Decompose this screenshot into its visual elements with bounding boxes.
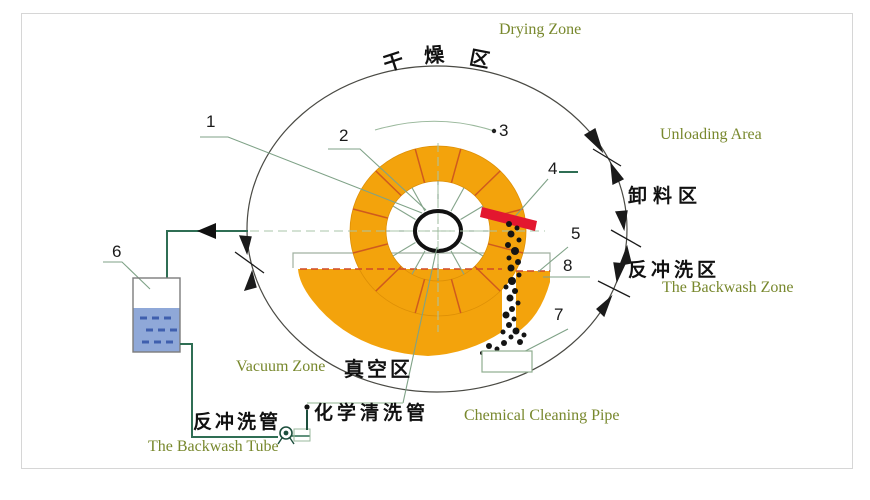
cake-particle — [511, 316, 517, 322]
cake-particle — [486, 343, 492, 349]
part-label-1: 1 — [206, 112, 216, 131]
part-label-8: 8 — [563, 256, 573, 275]
decor-line — [450, 250, 465, 275]
zone-divider-tick — [597, 280, 631, 298]
scraper-blade — [480, 207, 537, 231]
label-drying-zone-cn-2: 燥 — [423, 44, 445, 68]
cake-particle — [516, 237, 522, 243]
pump-icon — [277, 426, 311, 445]
label-backwash-zone-cn: 反冲洗区 — [628, 260, 721, 281]
label-unloading-area-en: Unloading Area — [660, 126, 762, 143]
leader-arc-3 — [374, 120, 495, 132]
cake-particle — [501, 340, 507, 346]
cake-particle — [507, 264, 515, 272]
decor-line — [450, 279, 462, 314]
leader-3-dot — [491, 128, 497, 134]
cake-particle — [505, 242, 511, 248]
decor-line — [392, 242, 416, 257]
filtrate-liquid-dashes — [140, 316, 177, 344]
cake-particle — [516, 272, 522, 278]
cake-particle — [515, 259, 521, 265]
part-label-4: 4 — [548, 159, 558, 178]
label-backwash-tube-en: The Backwash Tube — [148, 438, 279, 455]
decor-line — [352, 208, 388, 219]
label-backwash-tube-cn: 反冲洗管 — [193, 412, 282, 433]
zone-divider-arrow — [615, 210, 628, 232]
label-unloading-area-cn: 卸料区 — [628, 186, 704, 207]
leader-1 — [200, 136, 423, 214]
label-vacuum-zone-en: Vacuum Zone — [236, 358, 326, 375]
filtrate-pipe — [166, 230, 248, 278]
zone-divider-arrow — [583, 128, 604, 154]
leader-6 — [103, 261, 151, 290]
cake-particle — [509, 306, 515, 312]
decor-line — [392, 205, 416, 220]
decor-line — [375, 170, 402, 197]
cake-particle — [511, 247, 519, 255]
decor-line — [375, 265, 402, 292]
cake-particle — [506, 221, 512, 227]
leader-2 — [328, 148, 427, 211]
part-label-7: 7 — [554, 305, 564, 324]
zone-divider-arrow — [610, 161, 625, 186]
cake-particle — [494, 346, 500, 352]
label-drying-zone-en: Drying Zone — [499, 21, 582, 38]
cake-particle — [508, 334, 514, 340]
cake-particle — [506, 294, 514, 302]
cake-particle — [521, 332, 527, 338]
part-label-6: 6 — [112, 242, 122, 261]
cake-particle — [503, 284, 509, 290]
filtrate-container — [132, 277, 181, 353]
decor-line — [450, 187, 465, 212]
cake-particle — [507, 230, 515, 238]
label-backwash-zone-en: The Backwash Zone — [662, 279, 794, 296]
cake-particle — [512, 327, 520, 335]
cake-particles — [480, 221, 527, 355]
zone-divider-arrow — [596, 294, 613, 318]
discharge-box — [481, 350, 533, 373]
zone-divider-tick — [234, 251, 265, 274]
zone-divider-arrow — [613, 262, 626, 284]
decor-line — [414, 148, 426, 183]
zone-divider-arrow — [243, 269, 257, 291]
label-chemical-pipe-cn: 化学清洗管 — [314, 403, 430, 424]
cake-particle — [502, 311, 510, 319]
label-vacuum-zone-cn: 真空区 — [344, 359, 413, 381]
tank-liquid-right — [516, 271, 550, 333]
part-label-2: 2 — [339, 126, 349, 145]
leader-4 — [510, 178, 549, 222]
decor-line — [411, 250, 426, 275]
cake-particle — [515, 300, 521, 306]
zone-dividers — [234, 128, 642, 318]
backwash-tube-pipe — [180, 343, 310, 438]
zone-divider-tick — [610, 229, 642, 248]
leader-5 — [537, 246, 569, 273]
cake-particle — [514, 225, 520, 231]
cake-particle — [508, 277, 516, 285]
cake-particle — [506, 322, 512, 328]
cake-particle — [517, 339, 523, 345]
decor-line — [460, 205, 484, 220]
cake-particle — [500, 329, 506, 335]
decor-line — [460, 242, 484, 257]
decor-line — [414, 279, 426, 314]
decor-line — [474, 170, 501, 197]
flow-arrow-left — [197, 223, 216, 239]
decor-line — [474, 265, 501, 292]
decor-line — [450, 148, 462, 183]
zone-divider-tick — [592, 148, 622, 167]
part-label-3: 3 — [499, 121, 509, 140]
center-drain-line — [402, 246, 438, 404]
part-label-5: 5 — [571, 224, 581, 243]
zone-divider-arrow — [238, 235, 252, 256]
chemical-cleaning-pipe — [304, 402, 403, 430]
cake-particle — [512, 288, 518, 294]
drum-outline — [246, 65, 628, 393]
decor-line — [352, 243, 388, 254]
cake-particle — [506, 255, 512, 261]
label-chemical-pipe-en: Chemical Cleaning Pipe — [464, 407, 620, 424]
